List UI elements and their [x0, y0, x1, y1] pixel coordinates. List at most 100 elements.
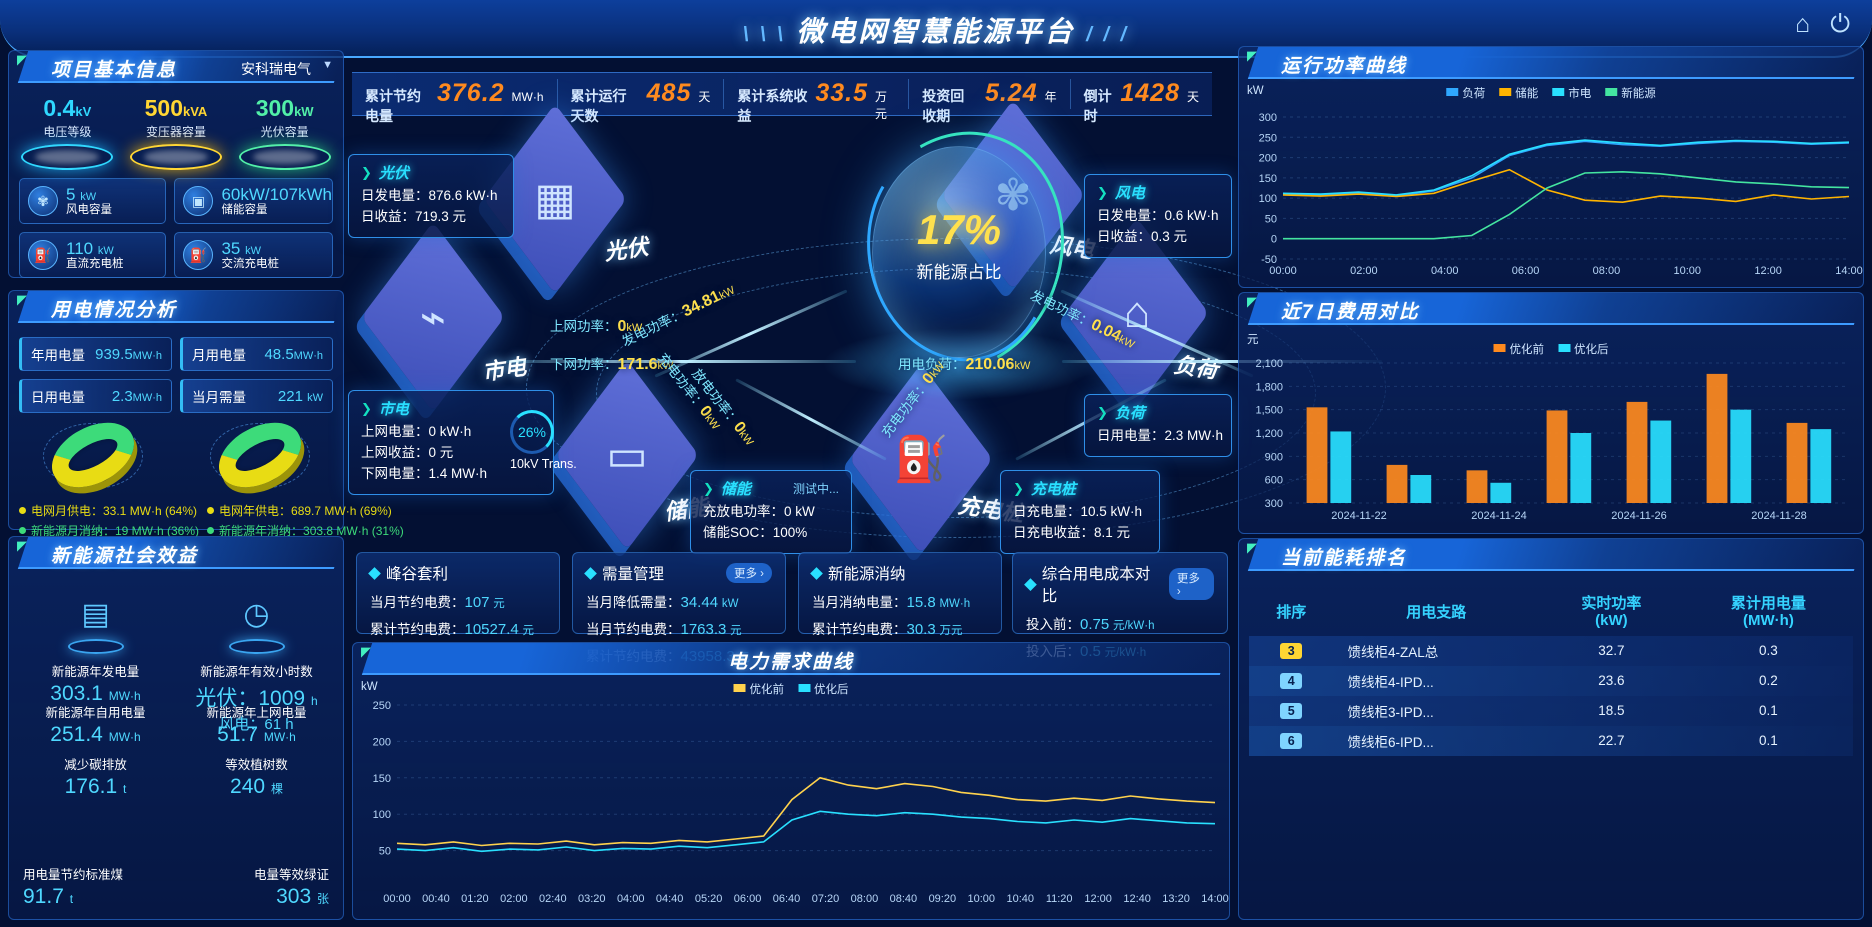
panel-social-benefit: ◤ 新能源社会效益 ▤ 新能源年发电量 303.1 MW·h ◷ 新能源年有效小…: [8, 536, 345, 920]
svg-text:01:20: 01:20: [461, 893, 489, 905]
svg-text:09:20: 09:20: [929, 893, 957, 905]
infobox-title: 市电: [378, 401, 409, 418]
node-charger[interactable]: ⛽ 充电桩: [849, 363, 1025, 555]
donut-month: [39, 409, 147, 501]
benefit-unit: h: [310, 694, 318, 708]
flow-value: 0: [617, 318, 627, 335]
benefit-caption: 电量等效绿证: [253, 868, 329, 882]
battery-container-icon: ▭: [606, 430, 648, 480]
benefit-effective-hours: ◷ 新能源年有效小时数 光伏：1009 h 风电：61 h: [176, 589, 337, 734]
legend-item[interactable]: 储能: [1499, 85, 1538, 101]
col-energy: 累计用电量 (MW·h): [1730, 595, 1806, 630]
charger-icon: ⛽: [28, 240, 58, 270]
flow-line-grid: [506, 360, 856, 363]
panel-header-basic: ◤ 项目基本信息 安科瑞电气 ▼: [9, 51, 345, 85]
usage-label: 月用电量: [192, 348, 246, 363]
flow-label-load-power: 用电负荷：210.06kW: [898, 353, 1030, 374]
kpi-unit: 万元: [874, 90, 887, 121]
legend-item[interactable]: 优化前: [1493, 341, 1544, 357]
chevron-down-icon[interactable]: ▼: [322, 59, 333, 71]
mini-value: 35: [221, 238, 241, 258]
usage-unit: MW·h: [132, 349, 162, 362]
transformer-gauge: 26% 10kV Trans.: [510, 410, 577, 471]
svg-text:2,100: 2,100: [1255, 358, 1283, 370]
legend-label: 电网年供电：689.7 MW·h (69%): [219, 504, 392, 518]
card-more-button[interactable]: 更多 ›: [725, 563, 772, 583]
cell-rank: 5: [1249, 696, 1334, 726]
card-more-button[interactable]: 更多 ›: [1168, 568, 1214, 600]
home-icon[interactable]: ⌂: [1795, 10, 1811, 38]
legend-label: 电网月供电：33.1 MW·h (64%): [31, 504, 198, 518]
benefit-alt-unit: t: [123, 782, 127, 796]
node-storage[interactable]: ▭ 储能: [555, 359, 710, 551]
kpi-unit: 天: [1186, 90, 1199, 104]
legend-item[interactable]: 优化后: [798, 681, 849, 697]
card-row-label: 当月消纳电量：: [812, 595, 907, 610]
gauge-caption: 电压等级: [43, 125, 92, 139]
kpi-label: 累计运行天数: [570, 88, 627, 124]
project-selector-value[interactable]: 安科瑞电气: [241, 61, 311, 77]
flow-key: 上网功率：: [550, 319, 618, 334]
gauge-disc: [238, 144, 331, 170]
svg-text:2024-11-28: 2024-11-28: [1751, 510, 1806, 522]
col-branch: 用电支路: [1406, 603, 1467, 621]
usage-unit: kW: [307, 391, 323, 404]
benefit-caption: 新能源年上网电量: [206, 706, 307, 720]
kpi-value: 376.2: [436, 79, 505, 107]
table-row[interactable]: 4 馈线柜4-IPD... 23.6 0.2: [1249, 665, 1853, 696]
legend-item[interactable]: 新能源: [1605, 85, 1656, 101]
legend-item[interactable]: 负荷: [1446, 85, 1485, 101]
table-row[interactable]: 5 馈线柜3-IPD... 18.5 0.1: [1249, 695, 1853, 726]
svg-text:300: 300: [1265, 498, 1283, 510]
benefit-value: 光伏：1009: [195, 687, 306, 710]
power-icon[interactable]: ⏻: [1830, 10, 1850, 38]
legend-item[interactable]: 优化前: [733, 681, 784, 697]
pedestal-disc: [67, 639, 124, 654]
table-row[interactable]: 3 馈线柜4-ZAL总 32.7 0.3: [1249, 635, 1853, 666]
svg-text:04:00: 04:00: [617, 893, 645, 905]
infobox-title: 负荷: [1114, 405, 1145, 422]
flow-label-export-power: 上网功率：0kW: [550, 315, 642, 336]
benefit-subvalue: 风电：61 h: [219, 716, 294, 733]
benefit-value: 251.4: [50, 723, 103, 746]
kpi-item: 累计节约电量 376.2 MW·h: [352, 79, 558, 124]
flow-line-load: [1062, 360, 1382, 363]
mini-wind-capacity: ✾ 5 kW 风电容量: [19, 178, 167, 224]
capacity-gauges: 0.4kV 电压等级 500kVA 变压器容量 300kW 光伏容量: [9, 87, 343, 170]
battery-icon: ▣: [183, 186, 214, 216]
cell-energy: 0.3: [1759, 643, 1778, 658]
donut-year: [206, 409, 314, 501]
infobox-line: 充放电功率：0 kW: [703, 504, 815, 519]
svg-text:2024-11-22: 2024-11-22: [1331, 510, 1386, 522]
svg-text:03:20: 03:20: [578, 893, 606, 905]
infobox-line: 日发电量：876.6 kW·h: [361, 188, 498, 203]
kpi-label: 累计节约电量: [365, 88, 421, 124]
col-power: 实时功率 (kW): [1581, 595, 1642, 630]
card-marker-icon: [584, 566, 597, 580]
card-row-label: 当月节约电费：: [586, 622, 681, 637]
benefit-green-cert-block: 电量等效绿证 303 张: [254, 864, 329, 909]
mini-caption: 储能容量: [221, 204, 268, 217]
arrow-icon: ❯: [703, 480, 714, 496]
kpi-item: 累计运行天数 485 天: [558, 79, 725, 124]
node-grid[interactable]: ⌁ 市电: [361, 221, 528, 413]
svg-text:08:40: 08:40: [890, 893, 918, 905]
benefit-footer-row: 用电量节约标准煤 91.7 t 电量等效绿证 303 张: [23, 864, 329, 909]
card-row-label: 投入前：: [1026, 617, 1080, 632]
card-peak-valley: 峰谷套利 当月节约电费：107 元 累计节约电费：10527.4 元: [356, 552, 560, 638]
cell-energy: 0.1: [1759, 733, 1778, 748]
corner-marker-icon: ◤: [361, 644, 371, 659]
usage-value: 2.3: [111, 387, 133, 405]
card-title: 综合用电成本对比: [1041, 566, 1151, 605]
node-pv[interactable]: ▦ 光伏: [483, 103, 650, 295]
usage-month: 月用电量 48.5MW·h: [180, 337, 333, 371]
legend-item[interactable]: 市电: [1552, 85, 1591, 101]
svg-text:08:00: 08:00: [851, 893, 879, 905]
legend-item[interactable]: 优化后: [1558, 341, 1609, 357]
card-row-label: 当月降低需量：: [586, 595, 681, 610]
renewable-share-percent: 17%: [916, 206, 1002, 253]
corner-marker-icon: ◤: [1247, 294, 1257, 309]
benefit-unit: MW·h: [108, 730, 141, 744]
table-row[interactable]: 6 馈线柜6-IPD... 22.7 0.1: [1249, 725, 1853, 756]
battery-bolt-icon: ▤: [81, 597, 110, 631]
